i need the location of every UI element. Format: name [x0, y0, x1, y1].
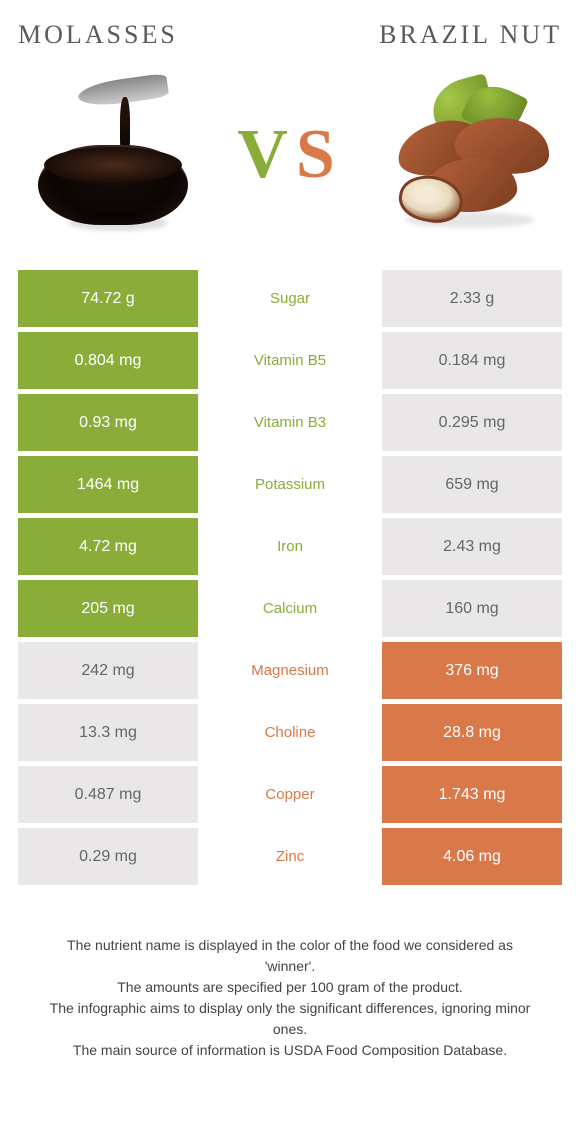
- left-value-cell: 0.487 mg: [18, 766, 198, 823]
- table-row: 0.29 mgZinc4.06 mg: [18, 828, 562, 885]
- header: molasses brazil nut: [18, 20, 562, 50]
- right-value-cell: 376 mg: [382, 642, 562, 699]
- left-value-cell: 1464 mg: [18, 456, 198, 513]
- table-row: 1464 mgPotassium659 mg: [18, 456, 562, 513]
- table-row: 4.72 mgIron2.43 mg: [18, 518, 562, 575]
- right-value-cell: 2.33 g: [382, 270, 562, 327]
- left-food-image: [18, 65, 208, 245]
- footer-line: The nutrient name is displayed in the co…: [48, 935, 532, 977]
- footer-line: The infographic aims to display only the…: [48, 998, 532, 1040]
- nutrient-name-cell: Copper: [198, 766, 382, 823]
- right-food-title: brazil nut: [379, 20, 562, 50]
- left-value-cell: 0.29 mg: [18, 828, 198, 885]
- table-row: 0.804 mgVitamin B50.184 mg: [18, 332, 562, 389]
- brazil-nut-icon: [377, 80, 557, 230]
- infographic-container: molasses brazil nut VS 74.72: [0, 0, 580, 1081]
- right-value-cell: 1.743 mg: [382, 766, 562, 823]
- right-food-image: [372, 65, 562, 245]
- left-value-cell: 242 mg: [18, 642, 198, 699]
- nutrient-name-cell: Sugar: [198, 270, 382, 327]
- table-row: 0.93 mgVitamin B30.295 mg: [18, 394, 562, 451]
- right-value-cell: 160 mg: [382, 580, 562, 637]
- footer-notes: The nutrient name is displayed in the co…: [18, 935, 562, 1061]
- footer-line: The main source of information is USDA F…: [48, 1040, 532, 1061]
- nutrient-name-cell: Potassium: [198, 456, 382, 513]
- right-value-cell: 659 mg: [382, 456, 562, 513]
- right-value-cell: 0.184 mg: [382, 332, 562, 389]
- hero-row: VS: [18, 60, 562, 250]
- table-row: 74.72 gSugar2.33 g: [18, 270, 562, 327]
- nutrient-name-cell: Vitamin B5: [198, 332, 382, 389]
- footer-line: The amounts are specified per 100 gram o…: [48, 977, 532, 998]
- table-row: 13.3 mgCholine28.8 mg: [18, 704, 562, 761]
- table-row: 0.487 mgCopper1.743 mg: [18, 766, 562, 823]
- nutrient-name-cell: Vitamin B3: [198, 394, 382, 451]
- left-food-title: molasses: [18, 20, 178, 50]
- vs-s-letter: S: [296, 116, 343, 193]
- left-value-cell: 4.72 mg: [18, 518, 198, 575]
- left-value-cell: 0.93 mg: [18, 394, 198, 451]
- right-value-cell: 28.8 mg: [382, 704, 562, 761]
- table-row: 205 mgCalcium160 mg: [18, 580, 562, 637]
- left-value-cell: 0.804 mg: [18, 332, 198, 389]
- nutrient-name-cell: Magnesium: [198, 642, 382, 699]
- nutrient-name-cell: Iron: [198, 518, 382, 575]
- nutrient-name-cell: Choline: [198, 704, 382, 761]
- vs-v-letter: V: [237, 116, 296, 193]
- right-value-cell: 2.43 mg: [382, 518, 562, 575]
- left-value-cell: 74.72 g: [18, 270, 198, 327]
- left-value-cell: 205 mg: [18, 580, 198, 637]
- vs-label: VS: [237, 115, 343, 195]
- molasses-icon: [28, 75, 198, 235]
- table-row: 242 mgMagnesium376 mg: [18, 642, 562, 699]
- nutrient-name-cell: Calcium: [198, 580, 382, 637]
- comparison-table: 74.72 gSugar2.33 g0.804 mgVitamin B50.18…: [18, 270, 562, 885]
- nutrient-name-cell: Zinc: [198, 828, 382, 885]
- left-value-cell: 13.3 mg: [18, 704, 198, 761]
- right-value-cell: 0.295 mg: [382, 394, 562, 451]
- right-value-cell: 4.06 mg: [382, 828, 562, 885]
